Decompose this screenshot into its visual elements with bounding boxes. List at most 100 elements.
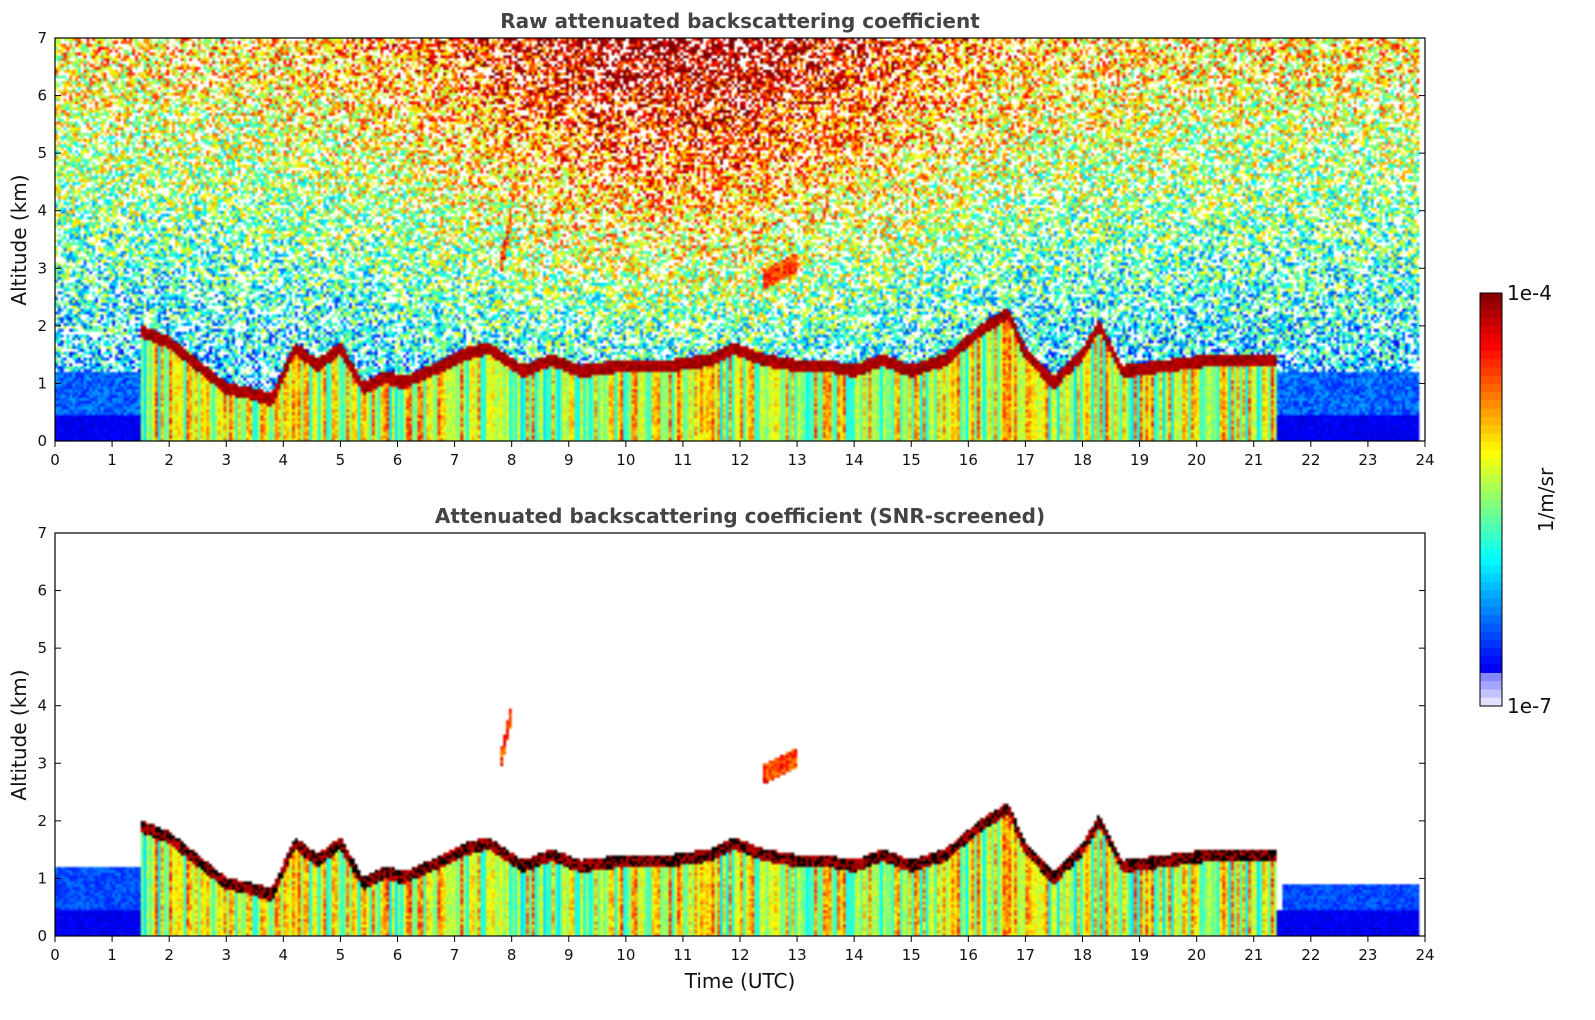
x-tick-label: 23	[1358, 946, 1377, 964]
colorbar-step	[1480, 342, 1502, 352]
panel-2-heatmap	[55, 533, 1425, 936]
panel-1-heatmap	[55, 38, 1425, 441]
x-tick-label: 12	[730, 946, 749, 964]
colorbar-step	[1480, 350, 1502, 360]
colorbar-step	[1480, 416, 1502, 426]
x-tick-label: 20	[1187, 946, 1206, 964]
x-tick-label: 21	[1244, 946, 1263, 964]
colorbar-step	[1480, 317, 1502, 327]
panel-2-title: Attenuated backscattering coefficient (S…	[435, 504, 1045, 528]
panel-1-y-ticks: 0 1 2 3 4 5 6 7	[37, 29, 1425, 450]
colorbar-step	[1480, 549, 1502, 558]
colorbar-step	[1480, 326, 1502, 335]
x-tick-label: 10	[616, 946, 635, 964]
x-tick-label: 6	[393, 946, 403, 964]
colorbar-step	[1480, 441, 1502, 451]
y-tick-label: 6	[37, 582, 47, 600]
y-tick-label: 1	[37, 374, 47, 392]
colorbar-step	[1480, 598, 1502, 608]
colorbar-step	[1480, 573, 1502, 583]
x-tick-label: 7	[450, 451, 460, 469]
colorbar-step	[1480, 565, 1502, 575]
x-tick-label: 19	[1130, 451, 1149, 469]
y-tick-label: 7	[37, 524, 47, 542]
colorbar-gradient	[1480, 293, 1502, 707]
colorbar-step	[1480, 301, 1502, 311]
x-tick-label: 9	[564, 451, 574, 469]
colorbar-unit-label: 1/m/sr	[1534, 467, 1558, 532]
x-tick-label: 3	[221, 451, 231, 469]
x-tick-label: 11	[673, 451, 692, 469]
colorbar-step	[1480, 639, 1502, 649]
y-tick-label: 0	[37, 432, 47, 450]
colorbar-step	[1480, 689, 1502, 699]
x-tick-label: 15	[902, 451, 921, 469]
colorbar-step	[1480, 656, 1502, 666]
colorbar-step	[1480, 425, 1502, 435]
colorbar-step	[1480, 648, 1502, 658]
x-tick-label: 1	[107, 946, 117, 964]
x-tick-label: 14	[845, 451, 864, 469]
x-tick-label: 7	[450, 946, 460, 964]
x-tick-label: 13	[788, 946, 807, 964]
y-tick-label: 2	[37, 317, 47, 335]
colorbar-step	[1480, 466, 1502, 476]
x-tick-label: 1	[107, 451, 117, 469]
x-tick-label: 24	[1415, 451, 1434, 469]
x-tick-label: 11	[673, 946, 692, 964]
colorbar-step	[1480, 482, 1502, 492]
y-tick-label: 4	[37, 202, 47, 220]
x-tick-label: 16	[959, 946, 978, 964]
colorbar-step	[1480, 400, 1502, 410]
y-tick-label: 6	[37, 87, 47, 105]
colorbar: 1e-4 1e-7 1/m/sr	[1479, 281, 1558, 718]
x-tick-label: 0	[50, 946, 60, 964]
x-tick-label: 15	[902, 946, 921, 964]
panel-1-x-ticks: 0 1 2 3 4 5 6 7 8 9 10 11 12 13 14 15 16 17 18 19 20 21 22 23 24	[50, 441, 1435, 469]
colorbar-frame	[1479, 292, 1503, 707]
x-tick-label: 21	[1244, 451, 1263, 469]
colorbar-step	[1480, 359, 1502, 368]
x-tick-label: 8	[507, 946, 517, 964]
x-tick-label: 13	[788, 451, 807, 469]
colorbar-step	[1480, 681, 1502, 691]
panel-1-title: Raw attenuated backscattering coefficien…	[500, 9, 980, 33]
raw-backscatter-panel: Raw attenuated backscattering coefficien…	[7, 9, 1435, 469]
colorbar-step	[1480, 367, 1502, 377]
colorbar-step	[1480, 516, 1502, 525]
panel-2-y-ticks: 0 1 2 3 4 5 6 7	[37, 524, 1425, 945]
colorbar-step	[1480, 623, 1502, 633]
panel-2-x-ticks: 0 1 2 3 4 5 6 7 8 9 10 11 12 13 14 15 16 17 18 19 20 21 22 23 24	[50, 936, 1435, 964]
y-tick-label: 5	[37, 144, 47, 162]
x-tick-label: 8	[507, 451, 517, 469]
colorbar-step	[1480, 540, 1502, 550]
x-tick-label: 4	[279, 451, 289, 469]
y-tick-label: 7	[37, 29, 47, 47]
colorbar-step	[1480, 524, 1502, 534]
x-tick-label: 19	[1130, 946, 1149, 964]
colorbar-step	[1480, 433, 1502, 443]
x-tick-label: 3	[221, 946, 231, 964]
y-tick-label: 2	[37, 812, 47, 830]
x-tick-label: 18	[1073, 946, 1092, 964]
panel-2-y-axis-label: Altitude (km)	[7, 669, 31, 800]
colorbar-step	[1480, 392, 1502, 401]
colorbar-step	[1480, 557, 1502, 567]
colorbar-step	[1480, 309, 1502, 319]
x-tick-label: 0	[50, 451, 60, 469]
y-tick-label: 3	[37, 259, 47, 277]
x-tick-label: 12	[730, 451, 749, 469]
colorbar-step	[1480, 582, 1502, 591]
x-tick-label: 22	[1301, 946, 1320, 964]
x-tick-label: 6	[393, 451, 403, 469]
colorbar-step	[1480, 590, 1502, 600]
x-tick-label: 23	[1358, 451, 1377, 469]
x-tick-label: 10	[616, 451, 635, 469]
colorbar-step	[1480, 697, 1502, 707]
colorbar-step	[1480, 532, 1502, 542]
screened-backscatter-panel: Attenuated backscattering coefficient (S…	[7, 504, 1435, 993]
y-tick-label: 4	[37, 697, 47, 715]
panel-1-y-axis-label: Altitude (km)	[7, 174, 31, 305]
colorbar-step	[1480, 474, 1502, 484]
